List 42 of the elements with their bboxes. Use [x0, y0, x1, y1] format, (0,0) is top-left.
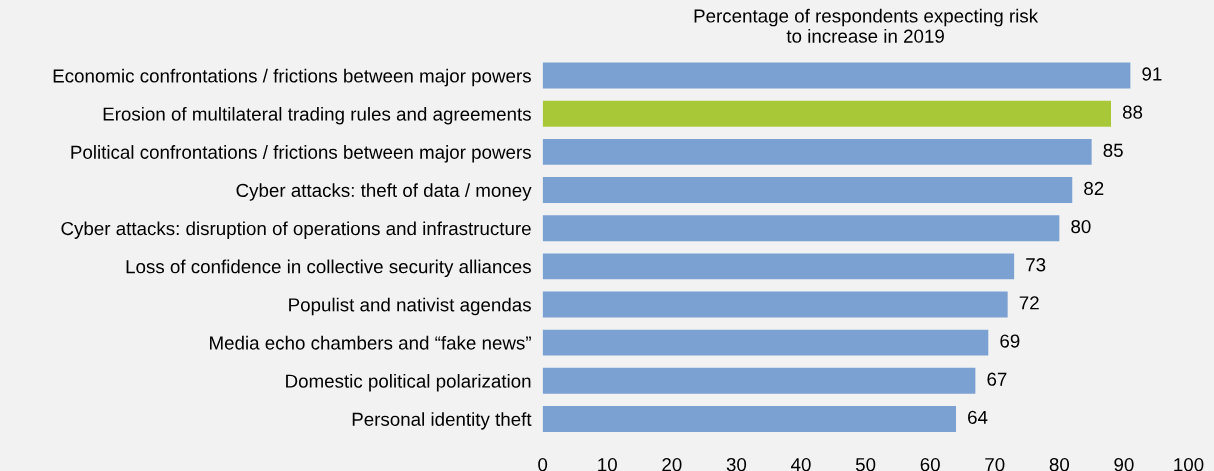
data-label: 85 [1103, 143, 1123, 157]
bar [542, 405, 956, 432]
data-label: 67 [987, 372, 1007, 386]
y-tick-label: Cyber attacks: theft of data / money [236, 183, 532, 201]
data-label: 72 [1019, 296, 1039, 310]
bar [542, 329, 989, 356]
bar [542, 253, 1015, 280]
data-label: 82 [1084, 181, 1104, 196]
y-tick-label: Media echo chambers and “fake news” [210, 335, 531, 350]
x-tick-label: 30 [726, 457, 747, 471]
bar [542, 100, 1111, 127]
y-tick-label: Populist and nativist agendas [289, 297, 531, 316]
chart-title: Percentage of respondents expecting risk to increase in 2019 [694, 8, 1039, 43]
x-tick-label: 60 [920, 457, 940, 471]
data-label: 88 [1122, 105, 1143, 119]
x-tick-label: 50 [855, 457, 876, 471]
data-label: 80 [1071, 219, 1091, 234]
y-tick-label: Economic confrontations / frictions between major powers [53, 68, 531, 87]
data-label: 91 [1142, 67, 1162, 81]
bar [542, 138, 1092, 165]
x-tick-label: 0 [538, 457, 548, 471]
y-tick-label: Cyber attacks: disruption of operations and infrastructure [61, 221, 531, 239]
x-tick-label: 90 [1114, 457, 1134, 471]
data-label: 64 [968, 410, 988, 424]
y-tick-label: Domestic political polarization [286, 374, 531, 392]
y-tick-label: Political confrontations / frictions between major powers [71, 145, 531, 163]
y-tick-label: Loss of confidence in collective security alliances [126, 259, 531, 278]
x-tick-label: 20 [662, 457, 682, 471]
x-tick-label: 40 [791, 457, 811, 471]
data-label: 73 [1026, 258, 1046, 272]
data-label: 69 [1000, 334, 1020, 348]
bar [542, 291, 1008, 318]
bar [542, 367, 976, 394]
bar [542, 177, 1073, 204]
y-tick-label: Personal identity theft [352, 412, 532, 430]
y-tick-label: Erosion of multilateral trading rules and agreements [103, 106, 531, 125]
bar [542, 215, 1060, 242]
bar [542, 62, 1131, 89]
x-tick-label: 80 [1049, 457, 1070, 471]
x-tick-label: 100 [1174, 457, 1204, 471]
x-tick-label: 70 [985, 457, 1005, 471]
x-tick-label: 10 [598, 457, 617, 471]
